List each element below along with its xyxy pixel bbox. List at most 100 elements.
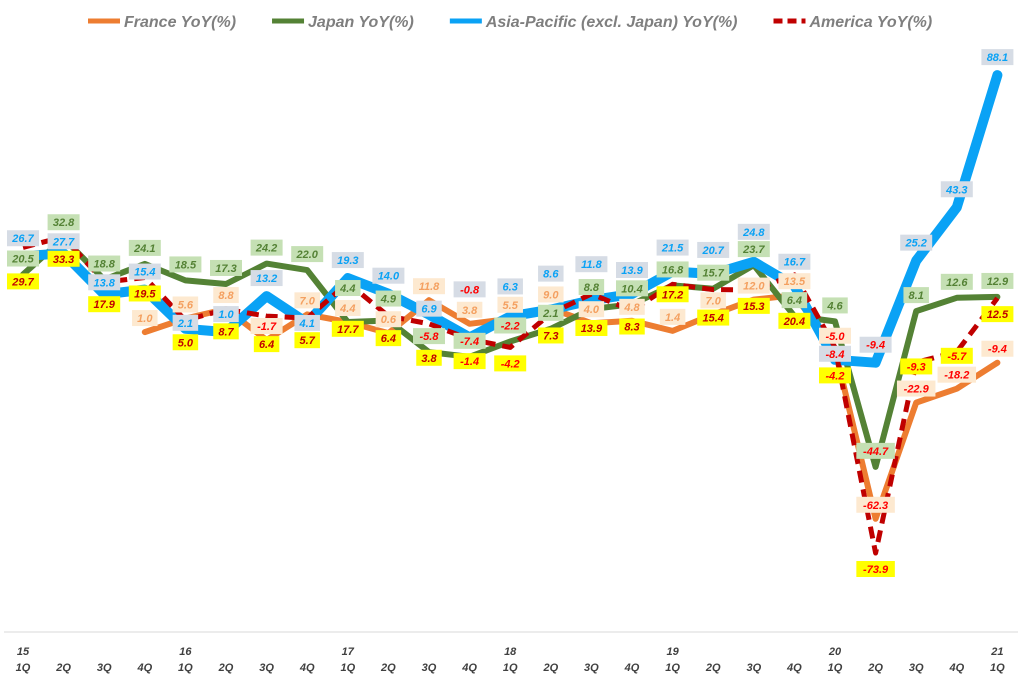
data-label: 8.8 [578, 279, 605, 296]
data-label-bg [250, 239, 283, 256]
data-label: -5.0 [819, 327, 851, 344]
data-label: 21.5 [656, 239, 689, 256]
data-label: 20.5 [7, 250, 39, 267]
data-label-bg [497, 296, 523, 313]
data-label: 13.2 [250, 270, 283, 287]
data-label-text: 4.9 [380, 294, 397, 306]
data-label-bg [213, 323, 239, 340]
data-label: 4.9 [375, 290, 402, 307]
x-tick-quarter: 4Q [786, 662, 802, 674]
data-label-text: 17.7 [337, 324, 359, 336]
data-label-bg [538, 327, 564, 344]
data-label: 5.7 [294, 332, 320, 349]
data-label: 5.6 [172, 296, 199, 313]
data-label: 6.9 [416, 300, 442, 317]
data-label: 8.7 [213, 323, 239, 340]
data-label-bg [619, 318, 645, 335]
data-label-text: 29.7 [11, 276, 34, 288]
x-tick-quarter: 4Q [461, 662, 477, 674]
data-label: 11.8 [575, 256, 608, 273]
data-label: 29.7 [7, 273, 39, 290]
data-label-text: 8.6 [543, 269, 559, 281]
data-label-bg [538, 286, 564, 303]
data-label-text: -0.8 [460, 284, 480, 296]
x-tick-quarter: 2Q [705, 662, 721, 674]
data-label-bg [172, 296, 199, 313]
x-tick-quarter: 1Q [178, 662, 193, 674]
data-label-bg [856, 561, 895, 578]
data-label-text: 12.9 [987, 276, 1009, 288]
data-label: -73.9 [856, 561, 895, 578]
data-label: 12.0 [737, 277, 770, 294]
data-label-text: 7.0 [706, 295, 722, 307]
data-label-text: 26.7 [11, 233, 34, 245]
data-label: -22.9 [896, 380, 936, 397]
data-label-text: 15.3 [743, 301, 764, 313]
data-label-text: 2.1 [177, 318, 193, 330]
data-label-bg [778, 273, 811, 290]
data-label-bg [656, 239, 689, 256]
data-label: 16.7 [778, 253, 811, 270]
data-label-bg [859, 336, 892, 353]
data-label: -1.7 [250, 318, 283, 335]
data-label-text: 1.0 [218, 309, 234, 321]
data-label-bg [900, 358, 933, 375]
data-label-bg [819, 367, 851, 384]
data-label-bg [7, 250, 39, 267]
data-label-bg [822, 297, 848, 314]
data-label-bg [88, 255, 121, 272]
data-label-bg [737, 297, 770, 314]
data-label-bg [538, 304, 564, 321]
x-tick-quarter: 1Q [828, 662, 843, 674]
data-label-text: 13.9 [621, 265, 643, 277]
data-label-bg [88, 274, 121, 291]
data-label-text: 13.8 [93, 277, 115, 289]
data-label-bg [981, 49, 1014, 66]
data-label-bg [172, 334, 199, 351]
data-label-bg [7, 273, 39, 290]
data-label: 11.8 [413, 278, 445, 295]
data-label: 1.0 [132, 310, 158, 327]
x-tick-quarter: 2Q [867, 662, 883, 674]
data-label-text: 6.9 [421, 304, 437, 316]
data-label: 15.7 [697, 264, 730, 281]
data-label-text: -62.3 [863, 500, 888, 512]
data-label-bg [416, 300, 442, 317]
data-label-bg [453, 353, 486, 370]
data-label-bg [697, 309, 730, 326]
data-label-text: 16.7 [784, 257, 806, 269]
data-label-text: 15.7 [702, 268, 724, 280]
data-label-text: 1.0 [137, 313, 153, 325]
x-tick-quarter: 3Q [259, 662, 274, 674]
data-label-text: 32.8 [53, 217, 75, 229]
data-label-bg [940, 347, 973, 364]
data-label: 6.4 [375, 330, 402, 347]
data-label: -9.4 [981, 340, 1014, 357]
data-label-text: -73.9 [863, 564, 889, 576]
data-label: 4.4 [335, 300, 361, 317]
data-label: 15.3 [737, 297, 770, 314]
x-axis-ticks: 15 1Q 2Q 3Q 4Q 16 1Q 2Q 3Q 4Q 17 1Q 2Q 3Q 4Q 18 1Q 2Q 3Q 4Q… [16, 646, 1006, 674]
data-label: 88.1 [981, 49, 1014, 66]
data-label-text: 6.4 [381, 333, 396, 345]
data-label: 7.0 [700, 292, 726, 309]
data-label-bg [697, 241, 730, 258]
data-label-bg [778, 312, 811, 329]
data-label: 8.1 [903, 287, 929, 304]
data-label-text: 21.5 [661, 243, 684, 255]
data-label: 6.4 [253, 336, 280, 353]
data-label: -5.8 [413, 328, 445, 345]
data-label: 16.8 [656, 261, 689, 278]
data-label: 13.9 [575, 319, 608, 336]
data-label: 13.5 [778, 273, 811, 290]
data-label-bg [659, 308, 686, 325]
data-label: 3.8 [456, 301, 483, 318]
data-label-bg [453, 332, 486, 349]
data-label-bg [375, 330, 402, 347]
data-label-bg [128, 239, 161, 256]
data-label-bg [250, 270, 283, 287]
data-label-text: 12.5 [987, 309, 1009, 321]
data-label-bg [250, 318, 283, 335]
data-label-text: -5.8 [420, 331, 440, 343]
data-label-text: 4.0 [583, 304, 600, 316]
